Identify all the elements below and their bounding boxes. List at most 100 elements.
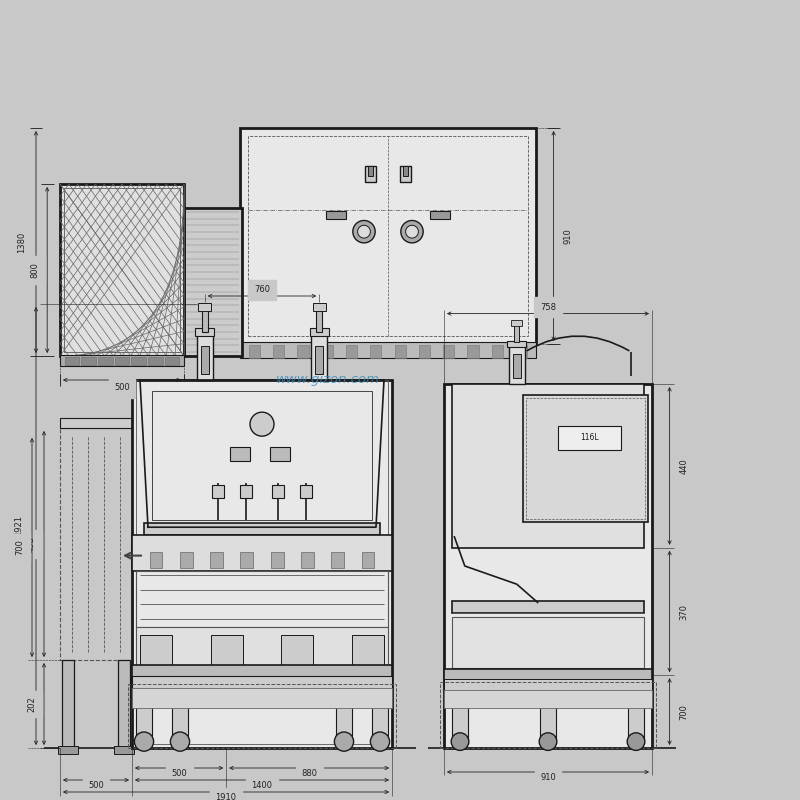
Bar <box>394 345 406 358</box>
Bar <box>310 328 329 336</box>
Bar <box>628 671 644 744</box>
Bar <box>452 602 644 614</box>
Bar <box>272 485 285 498</box>
Bar <box>180 552 193 568</box>
Bar <box>331 552 344 568</box>
Text: 1921: 1921 <box>14 515 23 537</box>
Bar <box>311 332 327 380</box>
Bar <box>362 552 374 568</box>
Bar <box>132 534 392 571</box>
Bar <box>326 210 346 218</box>
Circle shape <box>627 733 645 750</box>
Text: 1400: 1400 <box>251 781 273 790</box>
Text: 700: 700 <box>679 704 688 719</box>
Text: 700: 700 <box>15 539 24 555</box>
Text: www.gizon.com: www.gizon.com <box>276 374 380 386</box>
Bar <box>210 552 223 568</box>
Bar <box>558 426 621 450</box>
Bar <box>315 346 323 374</box>
Bar <box>118 660 130 748</box>
Bar <box>443 345 454 358</box>
Bar <box>241 552 254 568</box>
Circle shape <box>539 733 557 750</box>
Bar <box>316 308 322 332</box>
Bar <box>128 683 396 748</box>
Bar <box>140 634 172 670</box>
Bar <box>132 666 392 686</box>
Bar <box>301 552 314 568</box>
Bar <box>513 354 521 378</box>
Bar <box>150 552 162 568</box>
Bar <box>430 210 450 218</box>
Text: 498: 498 <box>27 536 36 552</box>
Bar <box>152 391 372 520</box>
Bar <box>270 446 290 461</box>
Text: 202: 202 <box>27 696 36 712</box>
Bar <box>509 344 525 384</box>
Text: 500: 500 <box>114 383 130 393</box>
Bar <box>352 634 384 670</box>
Bar <box>507 341 526 347</box>
Circle shape <box>370 732 390 751</box>
Bar <box>136 678 152 744</box>
Bar <box>148 357 162 365</box>
Bar <box>82 357 96 365</box>
Bar <box>400 166 411 182</box>
Bar <box>131 357 146 365</box>
Text: 760: 760 <box>254 285 270 294</box>
Text: 910: 910 <box>563 228 572 244</box>
Bar <box>322 345 333 358</box>
Bar <box>60 355 184 366</box>
Bar <box>273 345 284 358</box>
Bar <box>467 345 478 358</box>
Bar <box>240 128 536 344</box>
Bar <box>444 669 652 686</box>
Bar <box>526 398 645 519</box>
Bar <box>136 380 388 744</box>
Ellipse shape <box>353 221 375 243</box>
Bar <box>300 485 313 498</box>
Bar <box>403 166 408 175</box>
Bar <box>114 746 134 754</box>
Bar <box>62 660 74 748</box>
Text: 1380: 1380 <box>18 231 26 253</box>
Bar <box>368 166 373 175</box>
Bar <box>346 345 357 358</box>
Bar <box>136 571 388 626</box>
Bar <box>444 690 652 708</box>
Bar <box>132 677 392 697</box>
Circle shape <box>134 732 154 751</box>
Text: 758: 758 <box>540 302 556 312</box>
Bar <box>298 345 309 358</box>
Bar <box>492 345 503 358</box>
Bar <box>211 485 224 498</box>
Bar <box>452 617 644 668</box>
Circle shape <box>170 732 190 751</box>
Bar <box>58 746 78 754</box>
Text: 1910: 1910 <box>215 793 237 800</box>
Bar <box>230 446 250 461</box>
Circle shape <box>250 412 274 436</box>
Bar <box>198 303 211 311</box>
Bar <box>240 485 253 498</box>
Bar <box>440 682 656 748</box>
Text: 370: 370 <box>679 603 688 619</box>
Text: 116L: 116L <box>580 433 599 442</box>
Bar <box>195 328 214 336</box>
Text: 440: 440 <box>679 458 688 474</box>
Bar <box>210 634 242 670</box>
Bar <box>60 428 132 660</box>
Bar <box>248 136 528 336</box>
Text: 910: 910 <box>540 773 556 782</box>
Bar <box>184 208 242 356</box>
Bar <box>336 678 352 744</box>
Bar <box>172 678 188 744</box>
Bar <box>249 345 260 358</box>
Bar <box>370 345 382 358</box>
Bar <box>144 522 380 534</box>
Bar <box>64 188 180 352</box>
Ellipse shape <box>406 226 418 238</box>
Bar <box>452 671 468 744</box>
Bar <box>452 384 644 548</box>
Bar <box>132 380 392 748</box>
